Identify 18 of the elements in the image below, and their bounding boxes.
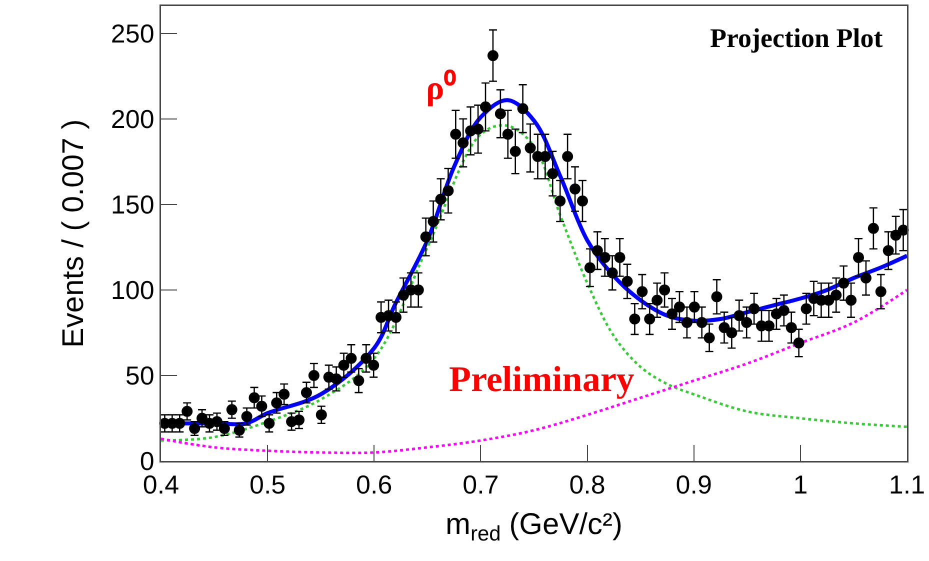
x-tick-label: 0.8 [569, 470, 606, 500]
x-tick-label: 1.1 [888, 470, 926, 500]
x-tick-label: 0.9 [676, 470, 712, 500]
x-axis-title: m$_{red}$ (GeV/c²) [445, 508, 623, 546]
annotation: Preliminary [449, 359, 634, 399]
x-tick-label: 0.5 [249, 470, 286, 500]
x-tick-label: 0.6 [356, 470, 392, 500]
y-tick-label: 150 [110, 190, 154, 220]
y-axis-title: Events / ( 0.007 ) [57, 119, 90, 348]
y-tick-label: 250 [110, 18, 154, 48]
annotation: ρ⁰ [426, 69, 456, 107]
y-tick-label: 100 [110, 275, 154, 306]
y-tick-label: 50 [125, 360, 154, 391]
annotation: Projection Plot [710, 23, 883, 53]
line-series [161, 288, 907, 454]
y-tick-label: 200 [110, 104, 154, 134]
x-tick-label: 1 [793, 470, 808, 500]
x-tick-label: 0.7 [462, 470, 499, 500]
